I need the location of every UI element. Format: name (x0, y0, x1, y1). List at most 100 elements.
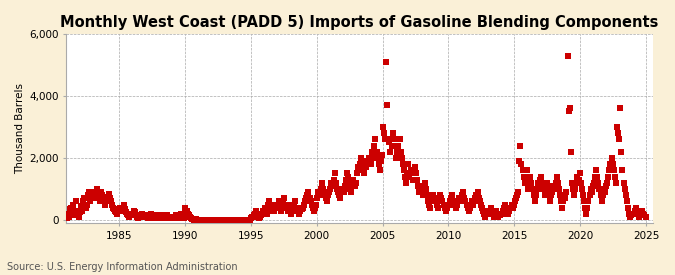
Point (110, 208, 121, 213)
Point (322, 199, 333, 204)
Point (410, 165, 421, 169)
Point (440, 208, 451, 213)
Point (487, 208, 497, 213)
Point (361, 159, 372, 163)
Point (182, 211, 193, 216)
Point (599, 187, 610, 191)
Point (172, 216, 183, 221)
Point (404, 174, 415, 179)
Point (347, 184, 358, 188)
Point (522, 168, 533, 173)
Point (340, 177, 351, 182)
Point (375, 159, 386, 163)
Point (514, 159, 524, 163)
Point (168, 216, 179, 221)
Point (181, 208, 192, 213)
Point (517, 168, 528, 173)
Point (385, 137, 396, 142)
Point (166, 216, 177, 220)
Point (242, 218, 253, 222)
Point (615, 106, 626, 111)
Point (639, 213, 650, 218)
Point (179, 216, 190, 220)
Point (622, 205, 633, 210)
Point (240, 218, 251, 222)
Point (433, 205, 443, 210)
Point (431, 199, 441, 204)
Point (216, 218, 227, 222)
Point (620, 193, 631, 197)
Point (107, 205, 118, 210)
Point (402, 171, 412, 176)
Point (95, 190, 106, 194)
Point (159, 216, 170, 221)
Point (582, 205, 593, 210)
Point (591, 168, 601, 173)
Point (153, 216, 163, 221)
Point (454, 199, 465, 204)
Point (228, 218, 239, 222)
Point (98, 196, 109, 200)
Point (144, 215, 155, 219)
Point (398, 168, 409, 173)
Point (149, 215, 160, 219)
Point (640, 215, 651, 219)
Point (560, 196, 571, 200)
Point (630, 205, 641, 210)
Point (562, 53, 573, 58)
Point (569, 193, 580, 197)
Point (358, 168, 369, 173)
Point (161, 213, 172, 218)
Point (466, 199, 477, 204)
Point (140, 213, 151, 218)
Point (104, 196, 115, 200)
Point (314, 193, 325, 197)
Point (400, 174, 410, 179)
Point (369, 143, 380, 148)
Point (265, 205, 275, 210)
Point (95, 199, 105, 204)
Point (443, 202, 454, 207)
Point (504, 208, 515, 213)
Point (561, 190, 572, 194)
Point (148, 216, 159, 221)
Point (534, 184, 545, 188)
Point (259, 205, 270, 210)
Point (313, 190, 324, 194)
Point (326, 181, 337, 185)
Point (327, 184, 338, 188)
Point (293, 211, 304, 216)
Point (634, 215, 645, 219)
Point (100, 202, 111, 207)
Point (284, 202, 295, 207)
Point (566, 181, 577, 185)
Point (140, 215, 151, 219)
Point (428, 196, 439, 200)
Point (590, 174, 601, 179)
Point (214, 218, 225, 222)
Point (448, 199, 459, 204)
Point (290, 199, 300, 204)
Point (551, 174, 562, 179)
Point (419, 181, 430, 185)
Point (219, 218, 230, 222)
Point (137, 215, 148, 219)
Point (629, 208, 640, 213)
Point (479, 211, 489, 216)
Point (145, 213, 156, 218)
Point (135, 213, 146, 218)
Point (366, 162, 377, 166)
Point (481, 211, 491, 216)
Point (84, 199, 95, 204)
Point (429, 199, 440, 204)
Point (348, 177, 359, 182)
Point (193, 218, 204, 222)
Point (545, 193, 556, 197)
Point (245, 218, 256, 222)
Point (192, 218, 203, 222)
Point (487, 211, 498, 216)
Point (566, 150, 576, 154)
Point (237, 218, 248, 222)
Point (306, 202, 317, 207)
Point (154, 215, 165, 219)
